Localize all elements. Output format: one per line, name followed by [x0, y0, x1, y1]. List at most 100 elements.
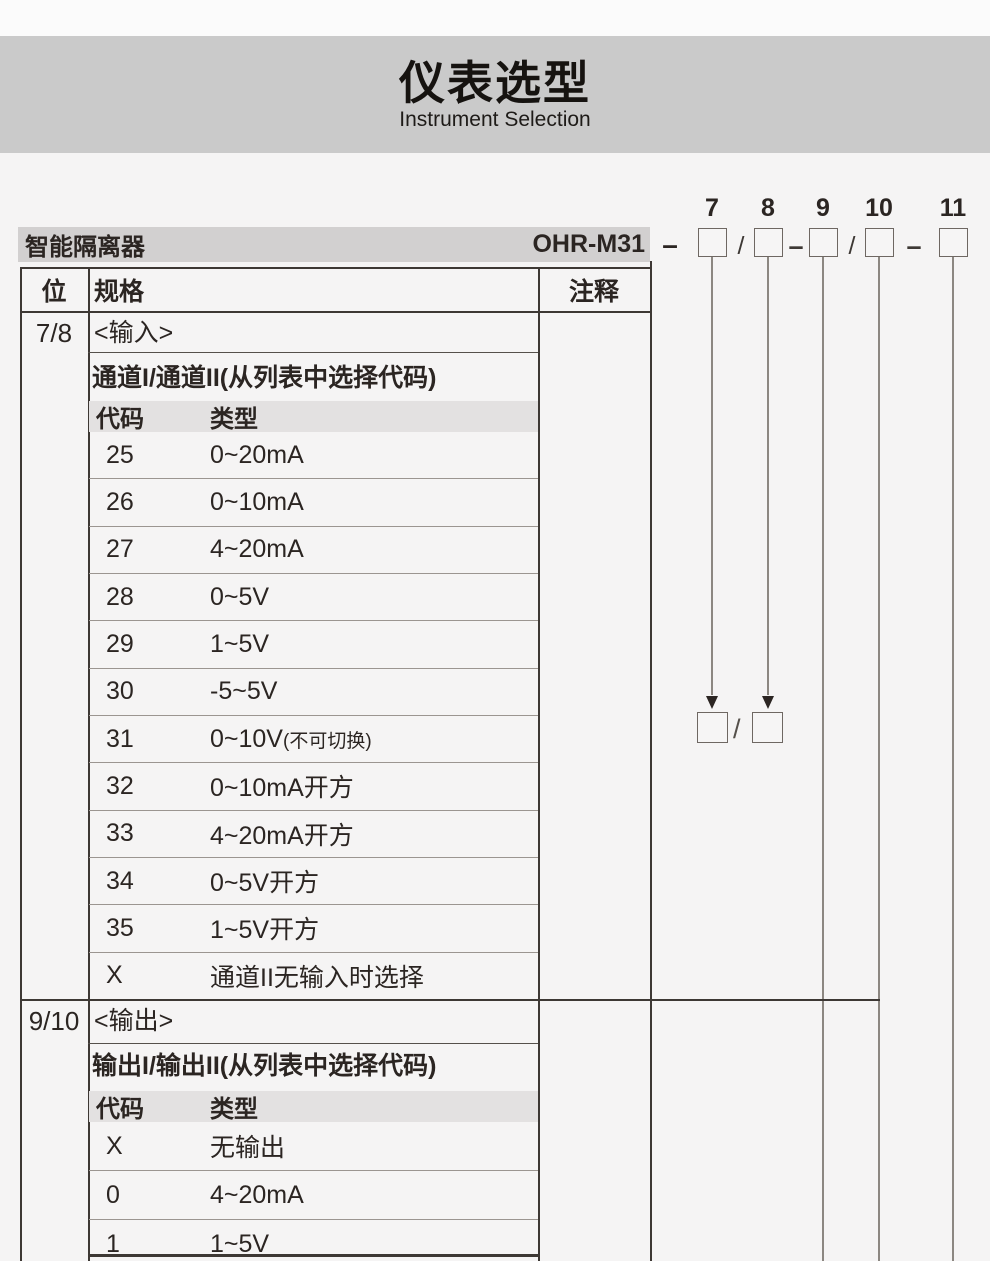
- code-cell: 27: [106, 535, 134, 564]
- digit-label-11: 11: [939, 194, 967, 222]
- code-rows-input: 25 0~20mA 26 0~10mA 27 4~20mA 28 0~5V 29 1~5V 30 -5…: [89, 432, 538, 999]
- code-header-code: 代码: [96, 406, 144, 433]
- code-row: 32 0~10mA开方: [89, 763, 538, 811]
- type-cell: -5~5V: [210, 677, 278, 706]
- section-position-label: 7/8: [35, 318, 73, 348]
- code-header-bar: 代码 类型: [89, 1091, 538, 1123]
- code-cell: 31: [106, 724, 134, 753]
- table-bottom-edge-line: [88, 1254, 540, 1257]
- model-bar: 智能隔离器 OHR-M31: [18, 227, 650, 262]
- code-row: X 无输出: [89, 1122, 538, 1171]
- channel-pick-separator: /: [733, 714, 741, 744]
- code-row: 33 4~20mA开方: [89, 811, 538, 858]
- header-top-line: [20, 267, 651, 269]
- output-section-top-line: [20, 999, 880, 1001]
- model-code: OHR-M31: [532, 230, 645, 258]
- code-row: 1 1~5V: [89, 1220, 538, 1261]
- channel-pick-box-2: [752, 712, 783, 743]
- digit-drop-line-9: [822, 257, 824, 1261]
- digit-drop-line-7: [711, 257, 713, 695]
- type-cell: 1~5V: [210, 629, 270, 658]
- output-title-underline: [88, 1043, 538, 1045]
- channel-pick-box-1: [697, 712, 728, 743]
- type-cell: 1~5V: [210, 1230, 270, 1258]
- code-cell: 32: [106, 771, 134, 800]
- code-cell: 33: [106, 819, 134, 848]
- header-bottom-line: [20, 311, 651, 313]
- position-column-divider-line: [88, 267, 90, 1261]
- code-row: X 通道II无输入时选择: [89, 953, 538, 999]
- type-cell: 0~10V(不可切换): [210, 724, 372, 753]
- page-subtitle: Instrument Selection: [399, 108, 591, 131]
- type-cell: 0~20mA: [210, 440, 304, 469]
- digit-drop-line-10: [878, 257, 880, 1261]
- code-row: 27 4~20mA: [89, 527, 538, 574]
- note-right-border-line: [650, 261, 652, 1261]
- table-left-border-line: [20, 267, 22, 1261]
- code-cell: 25: [106, 440, 134, 469]
- code-header-code: 代码: [96, 1096, 144, 1123]
- code-cell: X: [106, 1131, 123, 1160]
- section-subtitle-input: 通道I/通道II(从列表中选择代码): [92, 364, 437, 392]
- section-title-input: <输入>: [94, 319, 174, 347]
- digit-label-9: 9: [816, 194, 830, 222]
- digit-label-7: 7: [705, 194, 719, 222]
- type-cell: 通道II无输入时选择: [210, 963, 424, 992]
- model-dash: –: [662, 228, 678, 260]
- title-band: 仪表选型 Instrument Selection: [0, 36, 990, 153]
- digit-box-8: [753, 228, 783, 257]
- top-strip: [0, 0, 990, 36]
- digit-separator: /: [737, 232, 745, 260]
- digit-box-7: [697, 228, 727, 257]
- digit-separator: –: [788, 231, 804, 261]
- code-row: 26 0~10mA: [89, 479, 538, 527]
- digit-drop-line-8: [767, 257, 769, 695]
- section-subtitle-output: 输出I/输出II(从列表中选择代码): [92, 1052, 437, 1080]
- code-cell: 28: [106, 582, 134, 611]
- type-cell: 无输出: [210, 1134, 286, 1162]
- code-row: 28 0~5V: [89, 574, 538, 622]
- type-cell: 0~5V开方: [210, 869, 320, 898]
- code-row: 30 -5~5V: [89, 669, 538, 716]
- code-cell: 29: [106, 629, 134, 658]
- code-row: 34 0~5V开方: [89, 858, 538, 906]
- code-cell: 0: [106, 1180, 120, 1209]
- digit-label-8: 8: [761, 194, 775, 222]
- col-header-note: 注释: [568, 278, 619, 306]
- section-title-output: <输出>: [94, 1007, 174, 1035]
- type-cell: 0~10mA开方: [210, 774, 354, 803]
- type-cell: 4~20mA: [210, 535, 304, 564]
- code-rows-output: X 无输出 0 4~20mA 1 1~5V: [89, 1122, 538, 1261]
- digit-drop-line-11: [952, 257, 954, 1261]
- input-title-underline: [88, 352, 538, 354]
- code-cell: 1: [106, 1230, 120, 1258]
- type-cell: 0~10mA: [210, 487, 304, 516]
- code-row: 25 0~20mA: [89, 432, 538, 480]
- type-note: (不可切换): [283, 730, 372, 752]
- type-cell: 4~20mA: [210, 1180, 304, 1209]
- code-cell: X: [106, 961, 123, 990]
- digit-box-10: [864, 228, 894, 257]
- type-cell: 1~5V开方: [210, 916, 320, 945]
- spec-note-divider-line: [538, 267, 540, 1261]
- digit-box-11: [938, 228, 968, 257]
- arrow-down-icon: [706, 696, 718, 709]
- section-position-label: 9/10: [28, 1006, 80, 1036]
- col-header-spec: 规格: [94, 278, 145, 306]
- arrow-down-icon: [762, 696, 774, 709]
- type-cell: 4~20mA开方: [210, 821, 354, 850]
- col-header-position: 位: [41, 278, 67, 306]
- type-cell: 0~5V: [210, 582, 270, 611]
- code-row: 35 1~5V开方: [89, 905, 538, 953]
- digit-separator: –: [906, 231, 922, 261]
- code-header-type: 类型: [210, 406, 258, 433]
- code-header-type: 类型: [210, 1096, 258, 1123]
- code-cell: 26: [106, 487, 134, 516]
- code-cell: 35: [106, 913, 134, 942]
- code-row: 0 4~20mA: [89, 1171, 538, 1220]
- code-header-bar: 代码 类型: [89, 401, 538, 433]
- digit-box-9: [808, 228, 838, 257]
- digit-label-10: 10: [865, 194, 893, 222]
- code-row: 29 1~5V: [89, 621, 538, 669]
